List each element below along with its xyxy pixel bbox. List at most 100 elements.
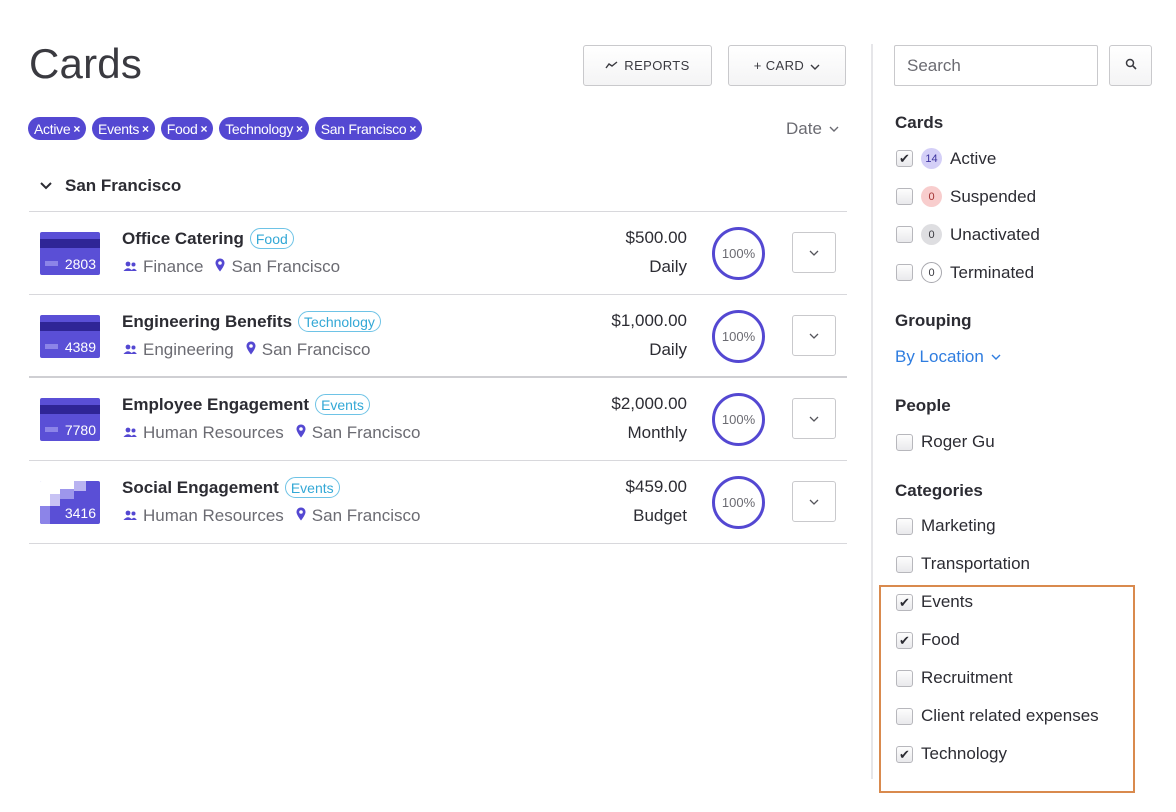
category-filter-client-related-expenses[interactable]: Client related expenses bbox=[896, 706, 1099, 726]
row-actions-button[interactable] bbox=[792, 232, 836, 273]
sort-label: Date bbox=[786, 119, 822, 138]
card-row[interactable]: 3416 Social Engagement Events Human Reso… bbox=[29, 461, 847, 544]
filter-chip-san-francisco[interactable]: San Francisco × bbox=[314, 117, 423, 140]
reports-button[interactable]: REPORTS bbox=[583, 45, 712, 86]
filter-chip-food[interactable]: Food × bbox=[160, 117, 214, 140]
usage-label: 100% bbox=[721, 329, 756, 344]
add-card-button[interactable]: + CARD bbox=[728, 45, 846, 86]
close-icon[interactable]: × bbox=[73, 121, 81, 136]
categories-heading: Categories bbox=[895, 481, 983, 500]
group-toggle[interactable]: San Francisco bbox=[40, 176, 181, 196]
person-label: Roger Gu bbox=[921, 432, 995, 451]
chevron-down-icon bbox=[810, 59, 820, 73]
cards-filter-heading: Cards bbox=[895, 113, 944, 132]
highlight-annotation-box bbox=[879, 585, 1135, 793]
card-frequency: Monthly bbox=[627, 423, 687, 442]
card-department: Engineering bbox=[143, 340, 234, 359]
category-label: Transportation bbox=[921, 554, 1030, 573]
card-row[interactable]: 2803 Office Catering Food Finance San Fr… bbox=[29, 212, 847, 295]
chevron-down-icon bbox=[809, 247, 819, 259]
add-card-label: + CARD bbox=[753, 58, 805, 73]
filter-chip-technology[interactable]: Technology × bbox=[219, 117, 309, 140]
close-icon[interactable]: × bbox=[200, 121, 208, 136]
card-thumbnail: 7780 bbox=[40, 398, 100, 441]
status-filter-terminated[interactable]: 0 Terminated bbox=[896, 262, 1034, 283]
status-label: Terminated bbox=[950, 262, 1035, 282]
card-amount: $2,000.00 bbox=[611, 394, 687, 413]
row-actions-button[interactable] bbox=[792, 398, 836, 439]
card-frequency: Daily bbox=[649, 257, 687, 276]
close-icon[interactable]: × bbox=[142, 121, 149, 136]
location-pin-icon bbox=[296, 507, 306, 525]
checkbox[interactable] bbox=[896, 517, 913, 535]
filter-chip-events[interactable]: Events × bbox=[92, 117, 155, 140]
status-label: Suspended bbox=[950, 186, 1037, 206]
usage-ring: 100% bbox=[712, 227, 765, 280]
checkbox[interactable] bbox=[896, 226, 913, 243]
checkbox[interactable]: ✔ bbox=[896, 631, 913, 649]
filter-chips: Active × Events × Food × Technology × San Fr… bbox=[28, 117, 423, 140]
status-filter-suspended[interactable]: 0 Suspended bbox=[896, 186, 1036, 207]
people-icon bbox=[123, 343, 137, 358]
page-title: Cards bbox=[29, 40, 143, 87]
category-filter-technology[interactable]: ✔ Technology bbox=[896, 744, 1007, 764]
category-filter-marketing[interactable]: Marketing bbox=[896, 516, 996, 536]
category-filter-recruitment[interactable]: Recruitment bbox=[896, 668, 1013, 688]
close-icon[interactable]: × bbox=[296, 121, 303, 136]
checkbox[interactable]: ✔ bbox=[896, 150, 913, 167]
people-filter-roger-gu[interactable]: Roger Gu bbox=[896, 432, 995, 452]
card-name[interactable]: Office Catering bbox=[122, 228, 244, 248]
category-label: Technology bbox=[921, 744, 1008, 763]
row-actions-button[interactable] bbox=[792, 315, 836, 356]
filter-chip-active[interactable]: Active × bbox=[28, 117, 87, 140]
checkbox[interactable]: ✔ bbox=[896, 745, 913, 763]
checkbox[interactable] bbox=[896, 433, 913, 451]
location-pin-icon bbox=[215, 258, 225, 276]
card-thumbnail: 4389 bbox=[40, 315, 100, 358]
card-department: Finance bbox=[143, 257, 204, 276]
card-name[interactable]: Social Engagement bbox=[122, 477, 279, 497]
card-row[interactable]: 7780 Employee Engagement Events Human Re… bbox=[29, 378, 847, 461]
status-filter-active[interactable]: ✔ 14 Active bbox=[896, 148, 996, 169]
chevron-down-icon bbox=[40, 179, 52, 193]
chip-label: Food bbox=[166, 120, 198, 137]
category-filter-events[interactable]: ✔ Events bbox=[896, 592, 973, 612]
people-icon bbox=[123, 260, 137, 275]
card-last4: 4389 bbox=[64, 339, 96, 355]
card-name[interactable]: Employee Engagement bbox=[122, 394, 310, 414]
category-filter-food[interactable]: ✔ Food bbox=[896, 630, 960, 650]
search-icon bbox=[1125, 57, 1137, 75]
card-amount: $459.00 bbox=[625, 477, 687, 496]
status-filter-unactivated[interactable]: 0 Unactivated bbox=[896, 224, 1040, 245]
status-label: Unactivated bbox=[950, 224, 1040, 244]
grouping-dropdown[interactable]: By Location bbox=[895, 347, 1001, 367]
people-icon bbox=[123, 426, 137, 441]
card-thumbnail: 2803 bbox=[40, 232, 100, 275]
checkbox[interactable]: ✔ bbox=[896, 593, 913, 611]
checkbox[interactable] bbox=[896, 188, 913, 205]
sort-dropdown[interactable]: Date bbox=[786, 119, 839, 139]
chip-label: Events bbox=[98, 120, 140, 137]
grouping-value: By Location bbox=[895, 347, 984, 366]
location-pin-icon bbox=[246, 341, 256, 359]
row-actions-button[interactable] bbox=[792, 481, 836, 522]
category-label: Marketing bbox=[921, 516, 996, 535]
checkbox[interactable] bbox=[896, 264, 913, 281]
checkbox[interactable] bbox=[896, 669, 913, 687]
search-button[interactable] bbox=[1109, 45, 1152, 86]
chevron-down-icon bbox=[809, 496, 819, 508]
card-last4: 3416 bbox=[64, 505, 96, 521]
category-tag: Events bbox=[315, 394, 370, 415]
category-filter-transportation[interactable]: Transportation bbox=[896, 554, 1030, 574]
chevron-down-icon bbox=[809, 413, 819, 425]
usage-label: 100% bbox=[721, 246, 756, 261]
count-badge: 0 bbox=[921, 186, 942, 207]
count-badge: 0 bbox=[921, 224, 942, 245]
search-input[interactable] bbox=[894, 45, 1098, 86]
card-name[interactable]: Engineering Benefits bbox=[122, 311, 293, 331]
close-icon[interactable]: × bbox=[409, 121, 417, 136]
checkbox[interactable] bbox=[896, 555, 913, 573]
card-amount: $500.00 bbox=[625, 228, 687, 247]
card-row[interactable]: 4389 Engineering Benefits Technology Eng… bbox=[29, 295, 847, 378]
checkbox[interactable] bbox=[896, 707, 913, 725]
